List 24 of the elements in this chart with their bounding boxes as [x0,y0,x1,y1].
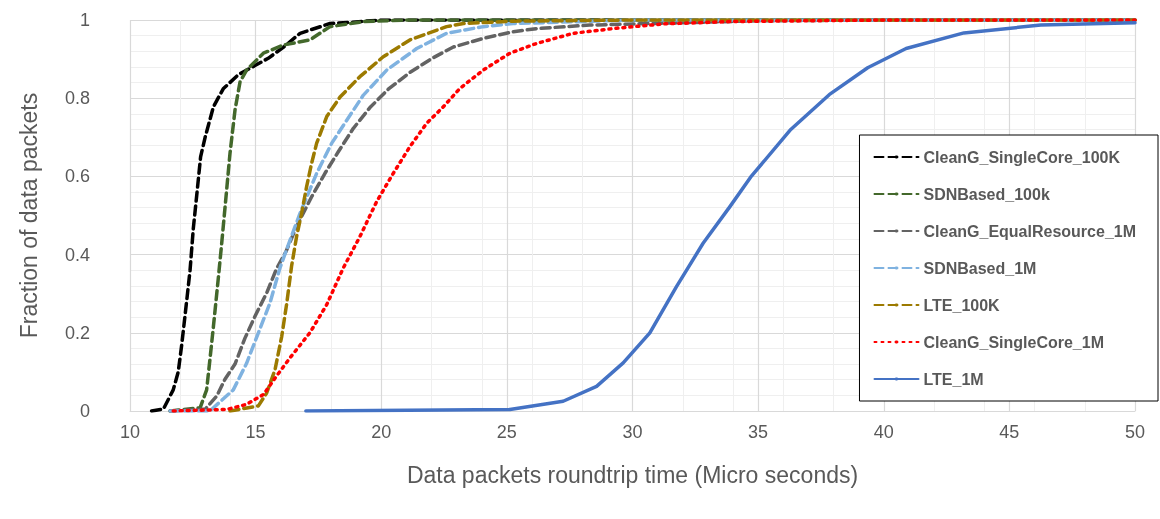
y-tick-label: 0 [79,401,90,421]
x-tick-label: 50 [1124,422,1146,442]
y-tick-label: 1 [79,10,90,30]
x-tick-label: 45 [999,422,1020,442]
legend-label: SDNBased_100k [923,185,1050,203]
y-axis-title: Fraction of data packets [15,92,42,339]
legend-label: CleanG_SingleCore_100K [923,148,1121,166]
x-axis-title: Data packets roundtrip time (Micro seconds) [406,461,859,488]
y-tick-label: 0.4 [64,244,90,265]
x-tick-label: 25 [496,422,517,442]
x-tick-label: 10 [119,422,141,442]
x-tick-label: 40 [873,422,894,442]
legend-label: LTE_100K [923,296,1001,314]
x-tick-label: 30 [622,422,643,442]
x-tick-label: 35 [748,422,769,442]
y-tick-label: 0.6 [64,166,90,187]
x-tick-label: 20 [371,422,392,442]
legend-label: LTE_1M [923,370,984,388]
y-tick-label: 0.8 [64,88,90,109]
x-tick-label: 15 [245,422,266,442]
y-tick-label: 0.2 [64,322,90,343]
legend-label: CleanG_EqualResource_1M [923,222,1137,240]
legend-label: SDNBased_1M [923,259,1037,277]
legend-label: CleanG_SingleCore_1M [923,333,1104,351]
